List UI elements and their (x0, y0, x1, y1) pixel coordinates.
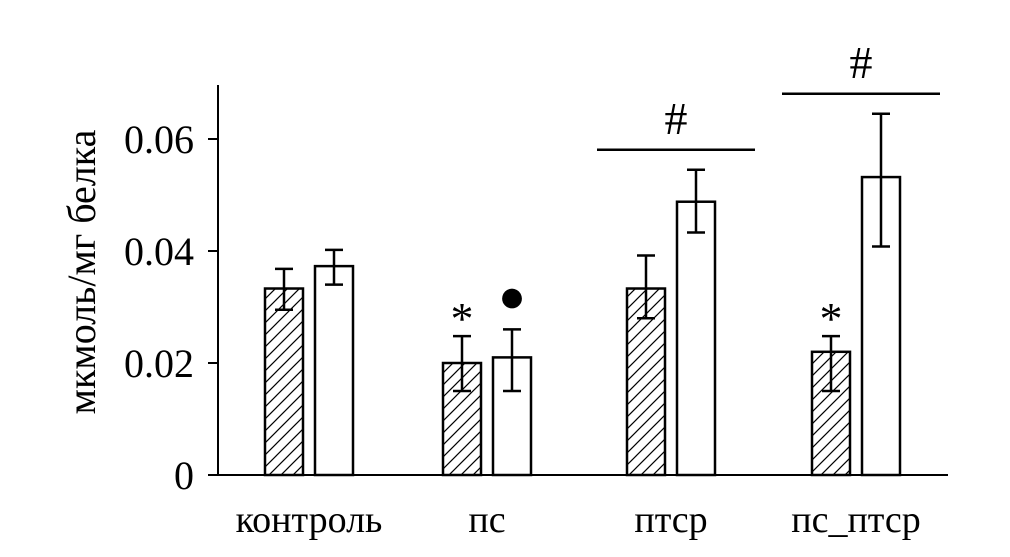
significance-hash-marker: # (665, 93, 688, 144)
bar-hatched (263, 287, 305, 477)
bar-hatched (625, 287, 667, 477)
y-tick-label: 0.04 (124, 229, 194, 274)
significance-asterisk-marker: * (820, 293, 843, 344)
significance-dot-marker: ● (498, 270, 526, 321)
x-category-label: пс_птср (791, 499, 920, 541)
y-axis-label: мкмоль/мг белка (59, 129, 104, 414)
x-category-label: птср (634, 499, 707, 541)
y-tick-label: 0 (174, 453, 194, 498)
y-tick-label: 0.06 (124, 117, 194, 162)
x-category-label: пс (468, 499, 505, 541)
bar-open (313, 264, 355, 477)
significance-hash-marker: # (850, 37, 873, 88)
y-tick-label: 0.02 (124, 341, 194, 386)
bars: контроль пс птср пс_птср (236, 112, 921, 541)
bar-hatched (441, 361, 483, 477)
bar-open (675, 200, 717, 477)
significance-asterisk-marker: * (451, 293, 474, 344)
annotations: * ● * # # (451, 37, 940, 344)
x-category-label: контроль (236, 499, 383, 541)
